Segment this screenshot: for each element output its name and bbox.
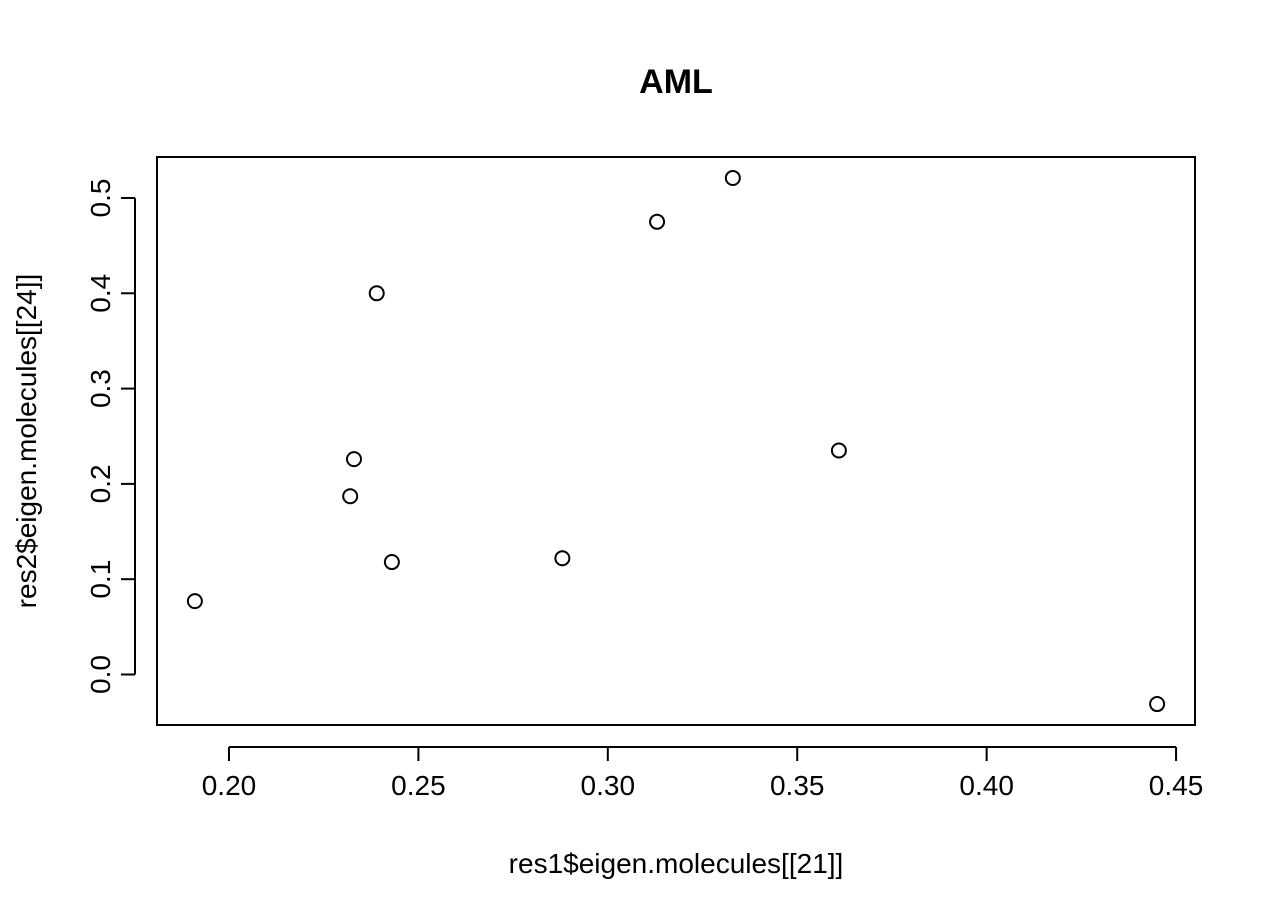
y-tick-label: 0.5 xyxy=(85,179,116,218)
x-tick-label: 0.40 xyxy=(959,770,1014,801)
data-point xyxy=(186,593,203,610)
data-point xyxy=(724,169,741,186)
data-point xyxy=(554,550,571,567)
y-tick-label: 0.0 xyxy=(85,655,116,694)
chart-title: AML xyxy=(639,63,713,101)
data-point xyxy=(1149,696,1166,713)
plot-frame xyxy=(156,156,1196,726)
y-tick-label: 0.2 xyxy=(85,464,116,503)
data-point xyxy=(342,488,359,505)
data-point xyxy=(830,442,847,459)
x-tick-label: 0.30 xyxy=(581,770,636,801)
data-point xyxy=(383,554,400,571)
data-point xyxy=(345,451,362,468)
y-axis-label: res2$eigen.molecules[[24]] xyxy=(11,274,42,609)
data-points xyxy=(186,169,1166,713)
x-tick-label: 0.35 xyxy=(770,770,825,801)
y-tick-label: 0.3 xyxy=(85,369,116,408)
x-axis: 0.20 0.25 0.30 0.35 0.40 0.45 xyxy=(202,746,1204,801)
data-point xyxy=(649,213,666,230)
y-tick-label: 0.1 xyxy=(85,560,116,599)
y-tick-label: 0.4 xyxy=(85,274,116,313)
y-axis: 0.0 0.1 0.2 0.3 0.4 0.5 xyxy=(85,179,136,694)
x-tick-label: 0.25 xyxy=(391,770,446,801)
x-tick-label: 0.45 xyxy=(1149,770,1204,801)
data-point xyxy=(368,285,385,302)
x-axis-label: res1$eigen.molecules[[21]] xyxy=(509,848,844,879)
x-tick-label: 0.20 xyxy=(202,770,257,801)
